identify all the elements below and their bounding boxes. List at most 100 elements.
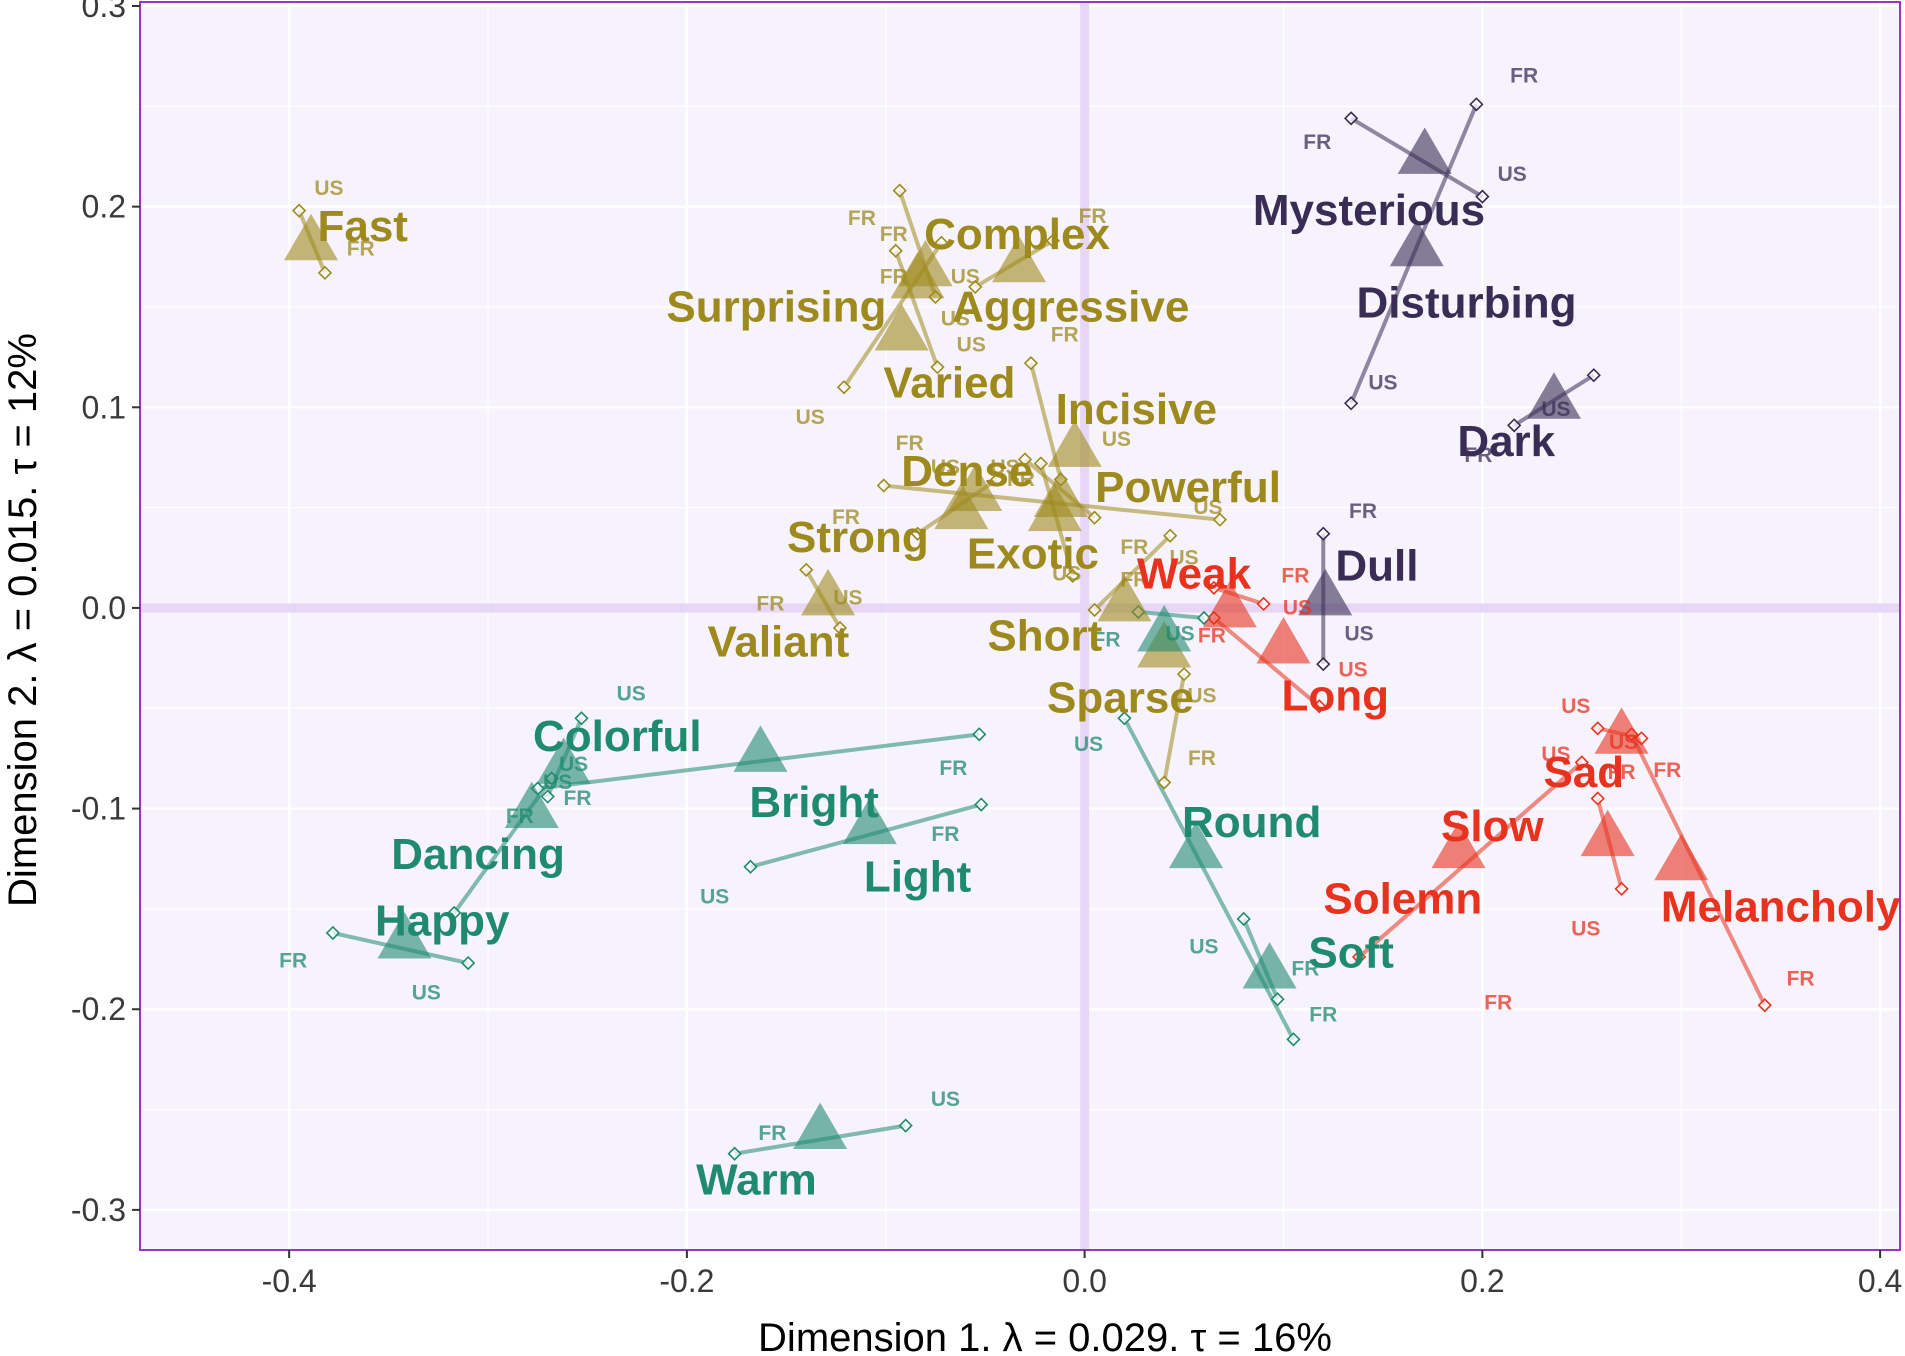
fr-label-light-26: FR [931, 823, 959, 846]
y-tick-label: 0.3 [82, 0, 126, 24]
fr-label-happy-27: FR [279, 950, 307, 973]
triangle-light-26 [842, 797, 897, 845]
fr-point-fast-0 [317, 265, 333, 280]
us-point-dense-6 [1212, 512, 1227, 527]
triangle-strong-9 [934, 482, 989, 530]
triangle-weak-17 [1202, 580, 1257, 628]
us-point-happy-27 [461, 955, 476, 971]
x-tick-label: 0.2 [1460, 1263, 1504, 1299]
panel-background [140, 2, 1900, 1250]
triangle-dark-15 [1526, 372, 1581, 419]
us-label-exotic-8: US [1052, 562, 1081, 585]
panel-border [139, 1, 1901, 1251]
segment-varied-4 [893, 250, 940, 368]
x-tick-label: -0.2 [659, 1263, 714, 1299]
us-label-short-11: US [1169, 546, 1198, 569]
fr-point-happy-27 [325, 925, 341, 941]
us-point-exotic-8 [1065, 568, 1080, 583]
us-point-bright-24 [972, 727, 987, 742]
us-label-dull-16: US [1344, 623, 1373, 646]
term-label-long: Long [1281, 672, 1389, 721]
us-point-sad-20 [1590, 721, 1605, 736]
y-tick-label: 0.0 [82, 590, 126, 626]
us-label-colorful-23: US [617, 683, 646, 706]
fr-label-soft-29: FR [1291, 958, 1319, 981]
triangle-melancholy-22 [1654, 833, 1709, 881]
fr-point-incisive-5 [1023, 356, 1039, 371]
us-point-strong-9 [910, 526, 925, 541]
us-label-melancholy-22: US [1609, 731, 1638, 754]
fr-label-dancing-25: FR [506, 805, 534, 828]
fr-point-powerful-7 [1017, 452, 1033, 467]
triangle-incisive-5 [1047, 420, 1102, 467]
us-label-complex-1: US [951, 265, 980, 288]
term-label-complex: Complex [924, 210, 1110, 259]
fr-label-dark-15: FR [1464, 444, 1492, 467]
segment-short-11 [1093, 534, 1172, 612]
fr-point-solemn-21 [1614, 881, 1629, 896]
fr-point-exotic-8 [1033, 456, 1049, 471]
triangle-aggressive-3 [992, 235, 1047, 283]
term-label-light: Light [864, 852, 972, 901]
triangle-colorful-23 [536, 737, 591, 784]
us-label-unnamed-31: US [1165, 623, 1194, 646]
us-point-powerful-7 [1087, 510, 1102, 525]
us-label-bright-24: US [559, 753, 588, 776]
us-label-fast-0: US [314, 177, 343, 200]
us-point-short-11 [1163, 528, 1178, 543]
country-labels: USFRUSFRUSFRUSFRUSFRUSFRUSFRUSFRUSFRUSFR… [279, 65, 1814, 1145]
fr-label-exotic-8: FR [1120, 536, 1148, 559]
fr-label-slow-19: FR [1608, 761, 1636, 784]
term-label-exotic: Exotic [967, 529, 1099, 578]
x-tick-label: 0.4 [1858, 1263, 1902, 1299]
us-point-surprising-2 [836, 380, 852, 395]
axis-ticks: -0.4 -0.2 0.0 0.2 0.4 -0.3 -0.2 -0.1 0.0 0.1 0.2 0.… [71, 0, 1902, 1299]
fr-label-disturbing-14: FR [1510, 65, 1538, 88]
triangle-warm-30 [793, 1102, 848, 1150]
fr-point-slow-19 [1351, 949, 1367, 965]
y-tick-label: -0.1 [71, 791, 126, 827]
fr-label-complex-1: FR [848, 207, 876, 230]
term-label-warm: Warm [696, 1155, 817, 1204]
fr-point-dull-16 [1316, 526, 1331, 541]
term-label-incisive: Incisive [1056, 385, 1217, 434]
y-tick-label: -0.2 [71, 991, 126, 1027]
fr-point-varied-4 [930, 360, 945, 375]
fr-label-fast-0: FR [347, 237, 375, 260]
x-axis-title: Dimension 1. λ = 0.029. τ = 16% [758, 1316, 1332, 1356]
fr-label-unnamed-31: FR [1093, 629, 1121, 652]
fr-label-bright-24: FR [939, 757, 967, 780]
us-label-incisive-5: US [1102, 428, 1131, 451]
triangle-fast-0 [284, 213, 339, 261]
us-label-soft-29: US [1189, 936, 1218, 959]
y-tick-label: 0.1 [82, 389, 126, 425]
term-label-surprising: Surprising [666, 282, 886, 331]
term-label-dense: Dense [901, 447, 1033, 496]
fr-point-round-28 [1286, 1032, 1301, 1047]
fr-label-mysterious-13: FR [1303, 131, 1331, 154]
term-label-dancing: Dancing [391, 830, 565, 879]
term-label-happy: Happy [375, 896, 510, 945]
us-point-long-18 [1312, 699, 1327, 714]
fr-label-weak-17: FR [1281, 564, 1309, 587]
us-label-dark-15: US [1541, 398, 1570, 421]
zero-lines [140, 2, 1900, 1250]
fr-label-melancholy-22: FR [1787, 968, 1815, 991]
y-tick-label: 0.2 [82, 189, 126, 225]
us-label-dancing-25: US [543, 771, 572, 794]
fr-label-valiant-10: FR [756, 592, 784, 615]
fr-point-aggressive-3 [1045, 233, 1060, 248]
us-point-weak-17 [1256, 596, 1271, 612]
triangle-bright-24 [733, 725, 788, 772]
plot-panel [140, 2, 1900, 1250]
fr-label-long-18: FR [1198, 625, 1226, 648]
us-point-dark-15 [1586, 368, 1601, 383]
fr-point-sparse-12 [1157, 775, 1172, 790]
term-label-round: Round [1182, 798, 1321, 847]
fr-point-short-11 [1087, 602, 1102, 618]
fr-point-soft-29 [1270, 992, 1285, 1007]
us-label-sad-20: US [1561, 695, 1590, 718]
term-label-dull: Dull [1335, 541, 1418, 590]
fr-label-solemn-21: FR [1484, 992, 1512, 1015]
